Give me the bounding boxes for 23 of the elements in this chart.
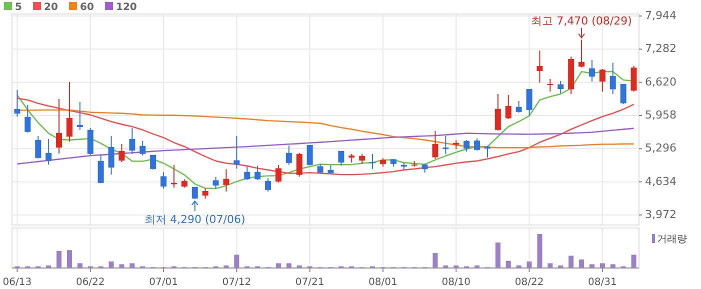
legend-label: 60	[80, 2, 94, 13]
legend-label: 120	[116, 2, 137, 13]
y-tick-label: 7,944	[645, 9, 676, 22]
x-tick-label: 06/22	[76, 277, 105, 288]
y-tick-label: 5,296	[645, 142, 676, 155]
x-tick-label: 08/22	[514, 277, 544, 288]
annotation: 최저 4,290 (07/06)	[144, 213, 246, 226]
legend-label: 20	[44, 2, 58, 13]
y-tick-label: 6,620	[645, 75, 676, 88]
y-tick-label: 7,282	[645, 42, 676, 56]
x-tick-label: 08/31	[588, 277, 617, 288]
x-tick-label: 07/21	[295, 277, 324, 288]
x-tick-label: 07/01	[149, 277, 178, 288]
x-tick-label: 07/12	[222, 277, 252, 288]
x-tick-label: 08/10	[442, 277, 471, 288]
y-tick-label: 3,972	[645, 208, 676, 221]
y-tick-label: 4,634	[645, 174, 676, 188]
x-tick-label: 06/13	[2, 277, 32, 288]
x-tick-label: 08/01	[368, 277, 398, 288]
annotation: 최고 7,470 (08/29)	[531, 14, 632, 28]
legend-label: 5	[15, 2, 22, 13]
y-tick-label: 5,958	[645, 108, 676, 122]
legend: 거래량	[652, 234, 687, 245]
